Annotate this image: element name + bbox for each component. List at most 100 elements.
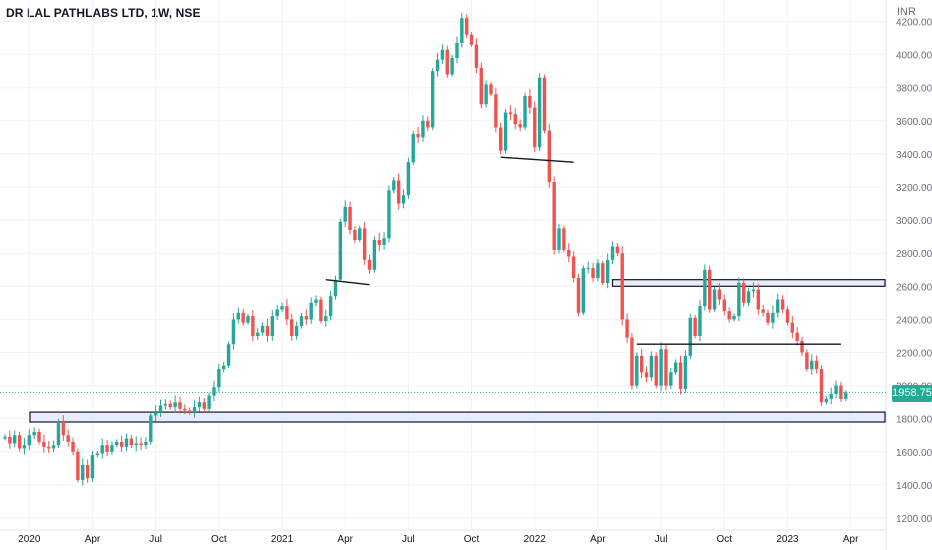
candle bbox=[333, 275, 338, 300]
candle bbox=[737, 276, 741, 322]
price-tick-label: 3400.00 bbox=[896, 150, 932, 161]
candle bbox=[814, 355, 819, 374]
candle bbox=[460, 12, 464, 48]
candle bbox=[819, 364, 824, 406]
candle bbox=[226, 341, 231, 368]
price-tick-label: 4000.00 bbox=[896, 51, 932, 62]
candle bbox=[683, 350, 688, 394]
candle bbox=[742, 278, 746, 307]
candle bbox=[450, 55, 454, 77]
price-tick-label: 1800.00 bbox=[896, 415, 932, 426]
candle bbox=[187, 407, 192, 415]
candle bbox=[659, 342, 663, 392]
candle bbox=[85, 459, 90, 483]
candle bbox=[834, 380, 838, 399]
candle bbox=[17, 431, 22, 452]
candle bbox=[51, 440, 56, 453]
candle bbox=[547, 123, 552, 188]
chart-title: DR LAL PATHLABS LTD, 1W, NSE bbox=[6, 6, 201, 20]
candle bbox=[615, 242, 620, 257]
price-tick-label: 2800.00 bbox=[896, 249, 932, 260]
candle bbox=[367, 254, 372, 274]
candle bbox=[212, 380, 216, 401]
time-tick-label: Jul bbox=[402, 534, 415, 545]
candle bbox=[382, 232, 386, 250]
candle bbox=[275, 304, 279, 320]
candle bbox=[241, 309, 245, 326]
candle bbox=[149, 411, 153, 445]
price-tick-label: 4200.00 bbox=[896, 18, 932, 29]
candle bbox=[183, 404, 187, 415]
candle bbox=[533, 101, 537, 153]
candle bbox=[430, 68, 435, 130]
candle bbox=[649, 351, 654, 382]
trend-lines bbox=[0, 156, 886, 393]
time-axis[interactable]: 2020 Apr Jul Oct 2021 Apr Jul Oct 2022 Apr Jul Oct 2… bbox=[18, 534, 859, 545]
candle bbox=[348, 201, 352, 235]
price-zone[interactable] bbox=[29, 411, 886, 423]
candle bbox=[260, 322, 265, 336]
last-price-tag: 1958.75 bbox=[892, 385, 932, 402]
candle bbox=[377, 232, 381, 252]
trend-line[interactable] bbox=[325, 278, 370, 286]
time-tick-label: 2023 bbox=[776, 534, 799, 545]
candle bbox=[280, 302, 284, 313]
candle bbox=[139, 437, 143, 451]
candle bbox=[440, 44, 445, 65]
candle bbox=[639, 348, 644, 379]
candle bbox=[173, 395, 177, 413]
candle bbox=[722, 294, 726, 316]
candle bbox=[829, 387, 833, 405]
candle bbox=[805, 349, 809, 372]
candle bbox=[839, 381, 843, 403]
candle bbox=[810, 354, 814, 375]
candle bbox=[489, 81, 493, 97]
candle bbox=[158, 399, 163, 417]
candle bbox=[727, 307, 731, 323]
price-axis[interactable]: 1200.001400.001600.001800.002000.002200.… bbox=[896, 18, 932, 526]
candle bbox=[37, 428, 41, 445]
candle bbox=[591, 262, 595, 283]
candle bbox=[411, 130, 415, 165]
candle bbox=[324, 309, 328, 327]
candle bbox=[222, 361, 226, 373]
price-zone[interactable] bbox=[611, 279, 886, 287]
candle bbox=[353, 226, 357, 244]
support-resistance-zones bbox=[29, 279, 886, 423]
candle bbox=[90, 451, 95, 482]
candle bbox=[518, 119, 522, 132]
candle bbox=[319, 296, 323, 324]
candle bbox=[207, 392, 211, 412]
candle bbox=[800, 336, 804, 357]
candle bbox=[421, 115, 425, 143]
candle bbox=[251, 309, 255, 342]
candle bbox=[605, 253, 610, 289]
candle bbox=[144, 437, 148, 450]
trend-line[interactable] bbox=[500, 156, 574, 163]
candle bbox=[654, 352, 658, 389]
candle bbox=[217, 363, 221, 392]
time-tick-label: Oct bbox=[211, 534, 227, 545]
candle bbox=[751, 282, 756, 298]
candle bbox=[494, 88, 498, 133]
candle bbox=[56, 418, 61, 448]
candle bbox=[426, 116, 430, 132]
candle bbox=[635, 352, 639, 389]
price-tick-label: 1600.00 bbox=[896, 448, 932, 459]
candle bbox=[285, 299, 289, 326]
candle bbox=[192, 400, 197, 418]
candle bbox=[153, 404, 158, 422]
candle bbox=[32, 427, 36, 440]
candle bbox=[698, 299, 702, 342]
candle bbox=[465, 14, 469, 39]
candle bbox=[304, 309, 309, 326]
time-tick-label: Oct bbox=[716, 534, 732, 545]
candle bbox=[372, 236, 377, 273]
candle bbox=[513, 108, 517, 130]
candle bbox=[601, 260, 605, 286]
candle bbox=[47, 441, 51, 454]
candle bbox=[669, 367, 673, 390]
candle bbox=[542, 74, 547, 134]
grid bbox=[0, 0, 887, 550]
